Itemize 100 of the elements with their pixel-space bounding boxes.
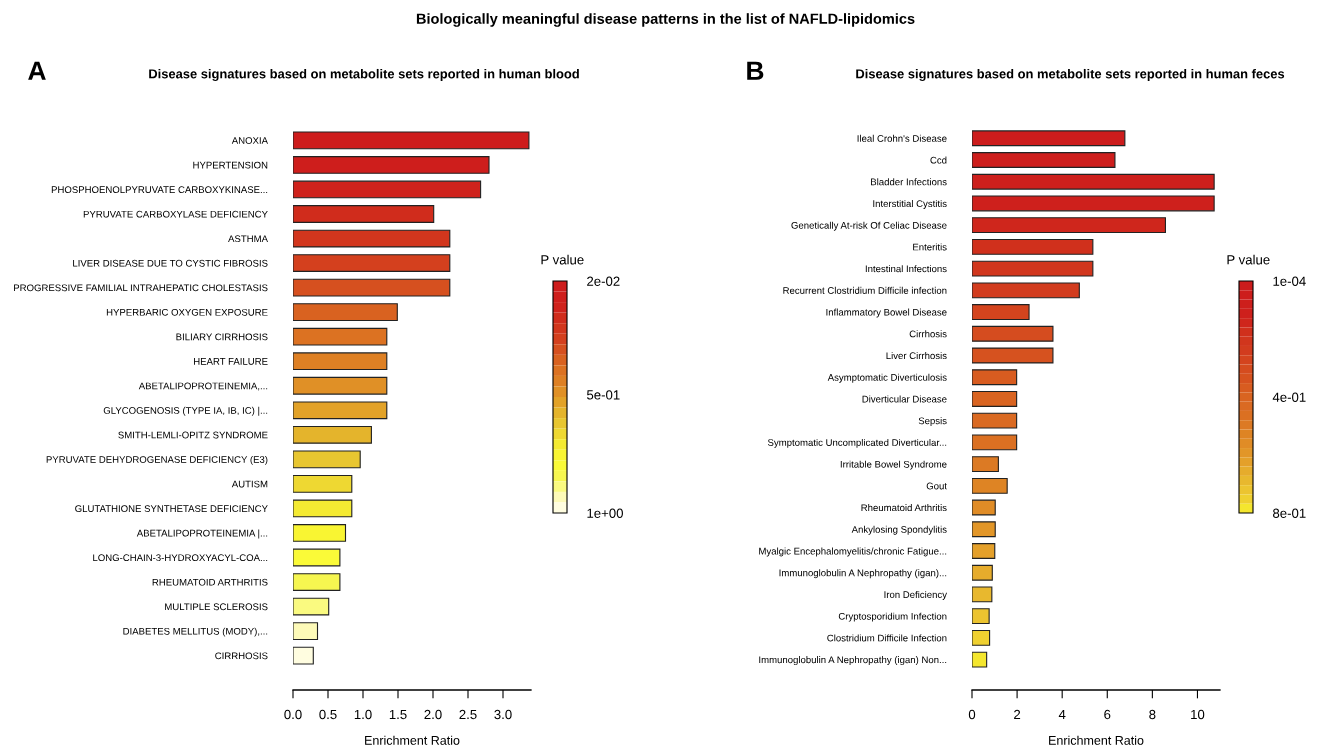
bar xyxy=(293,646,314,665)
y-tick-label: PROGRESSIVE FAMILIAL INTRAHEPATIC CHOLESTASIS xyxy=(14,284,268,292)
x-tick-label: 8 xyxy=(1149,709,1156,720)
y-tick-label: Ccd xyxy=(930,156,947,164)
x-tick-label: 4 xyxy=(1058,709,1066,720)
y-tick-label: Inflammatory Bowel Disease xyxy=(826,308,947,318)
color-bar-label: 2e-02 xyxy=(587,276,620,286)
color-bar-label: 4e-01 xyxy=(1272,392,1306,402)
color-bar-label: 5e-01 xyxy=(586,390,620,400)
y-tick-label: PYRUVATE DEHYDROGENASE DEFICIENCY (E3) xyxy=(46,455,268,465)
x-tick-label: 1.0 xyxy=(354,709,372,720)
y-tick-label: Ankylosing Spondylitis xyxy=(851,525,947,535)
bar xyxy=(972,521,996,538)
y-tick-label: DIABETES MELLITUS (MODY),... xyxy=(123,627,268,637)
y-tick-label: Bladder Infections xyxy=(871,178,947,186)
y-tick-label: LIVER DISEASE DUE TO CYSTIC FIBROSIS xyxy=(73,259,268,267)
bar xyxy=(293,254,451,272)
bar xyxy=(972,217,1166,234)
y-tick-label: Interstitial Cystitis xyxy=(873,199,947,209)
bar xyxy=(293,278,451,297)
y-tick-label: ASTHMA xyxy=(228,235,268,243)
bar xyxy=(293,303,398,322)
chart-title: Disease signatures based on metabolite sets reported in human feces xyxy=(856,68,1285,82)
y-tick-label: PYRUVATE CARBOXYLASE DEFICIENCY xyxy=(83,210,268,218)
x-tick-label: 2.0 xyxy=(424,709,442,720)
bar xyxy=(972,369,1018,386)
y-tick-label: Recurrent Clostridium Difficile infection xyxy=(783,286,947,294)
bar xyxy=(972,195,1215,212)
bar xyxy=(293,229,451,248)
color-bar-title: P value xyxy=(541,254,584,265)
bar xyxy=(972,434,1018,451)
color-bar-label: 1e+00 xyxy=(587,508,623,518)
y-tick-label: Immunoglobulin A Nephropathy (igan) Non... xyxy=(759,656,947,666)
bar xyxy=(293,450,361,469)
bar xyxy=(972,282,1080,299)
y-tick-label: Intestinal Infections xyxy=(865,265,947,273)
y-tick-label: Asymptomatic Diverticulosis xyxy=(827,373,947,383)
y-tick-label: Sepsis xyxy=(918,417,947,427)
y-tick-label: Liver Cirrhosis xyxy=(886,352,947,360)
bar xyxy=(293,499,353,518)
y-tick-label: ABETALIPOPROTEINEMIA |... xyxy=(136,529,268,539)
bar xyxy=(293,475,353,493)
bar xyxy=(972,152,1116,168)
x-tick-label: 1.5 xyxy=(389,709,407,720)
y-tick-label: Genetically At-risk Of Celiac Disease xyxy=(791,221,947,231)
x-tick-label: 0.5 xyxy=(319,709,337,720)
bar xyxy=(293,548,341,567)
y-tick-label: Ileal Crohn's Disease xyxy=(857,134,947,142)
bar xyxy=(293,622,319,641)
x-tick-label: 3.0 xyxy=(494,709,512,720)
bar xyxy=(972,304,1030,320)
x-tick-label: 6 xyxy=(1104,709,1111,720)
bar xyxy=(293,524,347,542)
bar xyxy=(293,352,388,371)
bar xyxy=(293,327,388,346)
bar xyxy=(972,260,1094,277)
bar xyxy=(293,180,482,199)
bar xyxy=(972,608,990,625)
bar xyxy=(972,173,1215,190)
y-tick-label: ABETALIPOPROTEINEMIA,... xyxy=(138,382,268,391)
bar xyxy=(293,205,435,223)
bar xyxy=(972,477,1008,494)
bar xyxy=(972,564,993,581)
bar xyxy=(972,412,1018,429)
bar xyxy=(972,347,1054,364)
y-tick-label: LONG-CHAIN-3-HYDROXYACYL-COA... xyxy=(93,554,268,562)
bar xyxy=(293,131,530,150)
y-tick-label: PHOSPHOENOLPYRUVATE CARBOXYKINASE... xyxy=(51,186,268,194)
y-tick-label: Immunoglobulin A Nephropathy (igan)... xyxy=(779,569,947,579)
bar xyxy=(972,238,1094,255)
y-tick-label: Irritable Bowel Syndrome xyxy=(840,460,947,470)
y-tick-label: GLUTATHIONE SYNTHETASE DEFICIENCY xyxy=(75,505,268,512)
bar xyxy=(972,629,991,646)
bar xyxy=(972,391,1018,407)
text: A xyxy=(28,61,46,80)
bar xyxy=(293,376,388,395)
text: Biologically meaningful disease patterns in the list of NAFLD-lipidomics xyxy=(416,13,915,27)
y-tick-label: Myalgic Encephalomyelitis/chronic Fatigue... xyxy=(759,547,947,557)
bar xyxy=(293,573,341,591)
y-tick-label: BILIARY CIRRHOSIS xyxy=(176,333,268,341)
y-tick-label: Gout xyxy=(926,482,947,490)
y-tick-label: Diverticular Disease xyxy=(862,395,947,403)
bar xyxy=(972,130,1126,147)
bar xyxy=(972,499,996,516)
color-bar-label: 8e-01 xyxy=(1273,508,1306,518)
y-tick-label: SMITH-LEMLI-OPITZ SYNDROME xyxy=(118,431,268,439)
y-tick-label: Symptomatic Uncomplicated Diverticular... xyxy=(767,438,947,448)
y-tick-label: HYPERTENSION xyxy=(193,161,268,169)
y-tick-label: AUTISM xyxy=(231,480,268,488)
color-bar-title: P value xyxy=(1227,254,1270,265)
bar xyxy=(293,597,330,616)
bar xyxy=(293,156,490,174)
bar xyxy=(972,543,996,559)
y-tick-label: Iron Deficiency xyxy=(884,590,947,600)
bar xyxy=(972,325,1054,342)
x-tick-label: 10 xyxy=(1191,709,1205,720)
x-axis-title: Enrichment Ratio xyxy=(1049,735,1144,745)
y-tick-label: HYPERBARIC OXYGEN EXPOSURE xyxy=(106,308,268,316)
color-bar-label: 1e-04 xyxy=(1273,276,1306,286)
y-tick-label: CIRRHOSIS xyxy=(215,652,268,660)
